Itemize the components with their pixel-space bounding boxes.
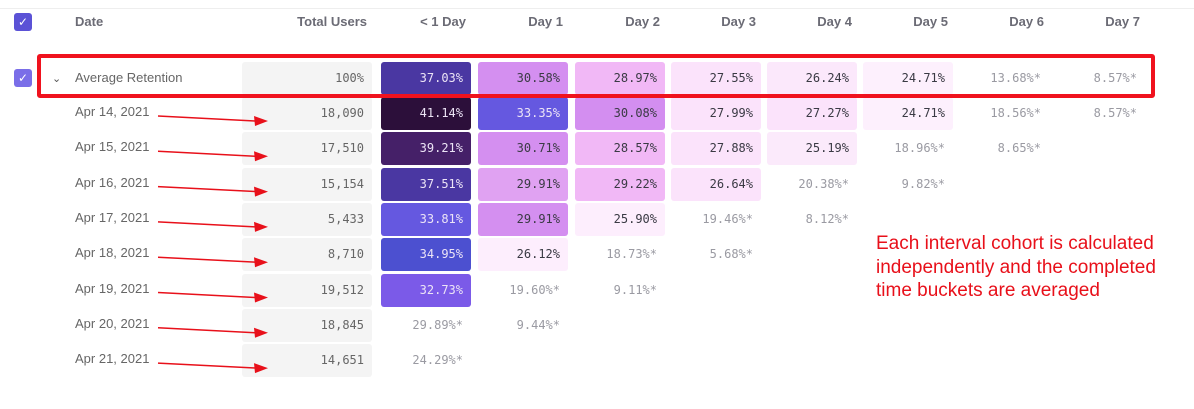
retention-cell[interactable]: 33.81% [381, 202, 471, 236]
retention-cell[interactable]: 25.90% [575, 202, 665, 236]
retention-cell[interactable]: 13.68%* [990, 71, 1041, 85]
divider [0, 8, 1194, 9]
retention-cell[interactable]: 19.46%* [702, 211, 753, 226]
header-col-5: Day 5 [913, 14, 948, 29]
retention-cell[interactable]: 18.56%* [990, 106, 1041, 120]
cohort-date: Apr 14, 2021 [75, 104, 150, 119]
total-users-cell: 18,090 [242, 97, 372, 130]
header-col-4: Day 4 [817, 14, 852, 29]
retention-cell[interactable]: 24.71% [863, 97, 953, 130]
total-users-cell: 5,433 [242, 202, 372, 236]
retention-cell[interactable]: 34.95% [381, 238, 471, 272]
retention-cell[interactable]: 27.55% [671, 62, 761, 95]
retention-cell[interactable]: 26.64% [671, 167, 761, 201]
chevron-down-icon[interactable]: ⌄ [52, 73, 62, 85]
retention-cell[interactable]: 30.71% [478, 132, 568, 166]
retention-cell[interactable]: 24.71% [863, 62, 953, 95]
retention-cell[interactable]: 18.96%* [894, 141, 945, 156]
total-users-cell: 15,154 [242, 167, 372, 201]
retention-cell[interactable]: 9.11%* [613, 282, 657, 297]
retention-cell[interactable]: 26.12% [478, 238, 568, 272]
average-retention-label: Average Retention [75, 70, 183, 85]
retention-cell[interactable]: 5.68%* [709, 247, 753, 262]
total-users-cell: 19,512 [242, 273, 372, 307]
retention-cell[interactable]: 8.65%* [997, 141, 1041, 156]
retention-cell[interactable]: 29.89%* [412, 317, 463, 332]
average-checkbox[interactable]: ✓ [14, 69, 32, 87]
retention-cell[interactable]: 28.97% [575, 62, 665, 95]
header-date: Date [75, 14, 104, 29]
retention-cell[interactable]: 37.03% [381, 62, 471, 95]
retention-cell[interactable]: 19.60%* [509, 282, 560, 297]
retention-cell[interactable]: 28.57% [575, 132, 665, 166]
total-users-cell: 18,845 [242, 308, 372, 342]
cohort-date: Apr 17, 2021 [75, 209, 150, 225]
retention-cell[interactable]: 24.29%* [412, 353, 463, 368]
retention-cell[interactable]: 8.57%* [1093, 71, 1137, 85]
retention-cell[interactable]: 26.24% [767, 62, 857, 95]
retention-cell[interactable]: 41.14% [381, 97, 471, 130]
cohort-date: Apr 18, 2021 [75, 245, 150, 261]
retention-cell[interactable]: 33.35% [478, 97, 568, 130]
highlight-box [37, 54, 1155, 98]
retention-cell[interactable]: 37.51% [381, 167, 471, 201]
retention-cell[interactable]: 30.08% [575, 97, 665, 130]
retention-cell[interactable]: 29.22% [575, 167, 665, 201]
cohort-date: Apr 15, 2021 [75, 139, 150, 155]
total-users-cell: 17,510 [242, 132, 372, 166]
select-all-checkbox[interactable]: ✓ [14, 13, 32, 31]
retention-cell[interactable]: 30.58% [478, 62, 568, 95]
total-users-cell: 100% [242, 62, 372, 95]
header-total-users: Total Users [297, 14, 367, 29]
retention-cell[interactable]: 29.91% [478, 202, 568, 236]
header-col-3: Day 3 [721, 14, 756, 29]
annotation-text: Each interval cohort is calculated indep… [876, 233, 1156, 301]
retention-cell[interactable]: 29.91% [478, 167, 568, 201]
retention-cell[interactable]: 27.88% [671, 132, 761, 166]
header-col-1: Day 1 [528, 14, 563, 29]
header-col-7: Day 7 [1105, 14, 1140, 29]
retention-cell[interactable]: 8.12%* [805, 211, 849, 226]
retention-cell[interactable]: 27.27% [767, 97, 857, 130]
retention-cell[interactable]: 18.73%* [606, 247, 657, 262]
header-col-0: < 1 Day [420, 14, 466, 29]
cohort-date: Apr 20, 2021 [75, 315, 150, 331]
retention-cell[interactable]: 25.19% [767, 132, 857, 166]
header-col-2: Day 2 [625, 14, 660, 29]
retention-cell[interactable]: 8.57%* [1093, 106, 1137, 120]
retention-cell[interactable]: 39.21% [381, 132, 471, 166]
cohort-date: Apr 19, 2021 [75, 280, 150, 296]
cohort-date: Apr 16, 2021 [75, 174, 150, 190]
cohort-date: Apr 21, 2021 [75, 351, 150, 367]
total-users-cell: 8,710 [242, 238, 372, 272]
retention-cell[interactable]: 32.73% [381, 273, 471, 307]
retention-cell[interactable]: 20.38%* [798, 176, 849, 191]
retention-cell[interactable]: 27.99% [671, 97, 761, 130]
retention-cell[interactable]: 9.82%* [901, 176, 945, 191]
retention-cell[interactable]: 9.44%* [516, 317, 560, 332]
total-users-cell: 14,651 [242, 344, 372, 378]
header-col-6: Day 6 [1009, 14, 1044, 29]
